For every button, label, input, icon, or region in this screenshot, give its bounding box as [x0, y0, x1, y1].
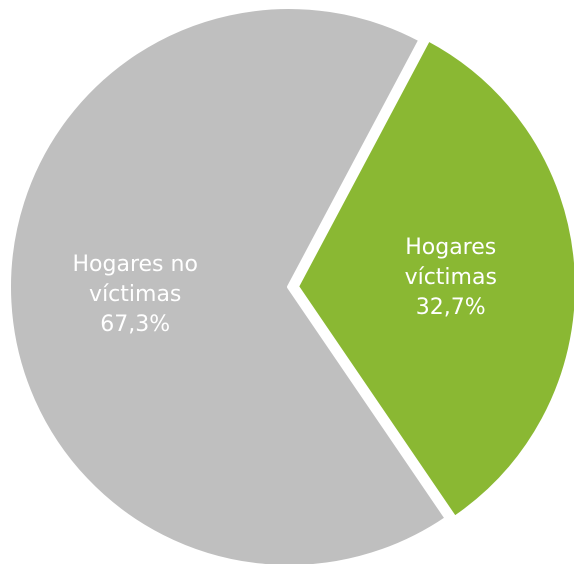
category-label: Hogares víctimas	[404, 235, 497, 291]
value-label: 67,3%	[100, 312, 171, 338]
pie-slice	[7, 5, 449, 564]
slice-label: Hogares víctimas 32,7%	[366, 233, 536, 323]
pie-slice	[294, 37, 574, 520]
category-label: Hogares no víctimas	[72, 252, 198, 308]
value-label: 32,7%	[415, 295, 486, 321]
slice-label: Hogares no víctimas 67,3%	[50, 250, 220, 340]
